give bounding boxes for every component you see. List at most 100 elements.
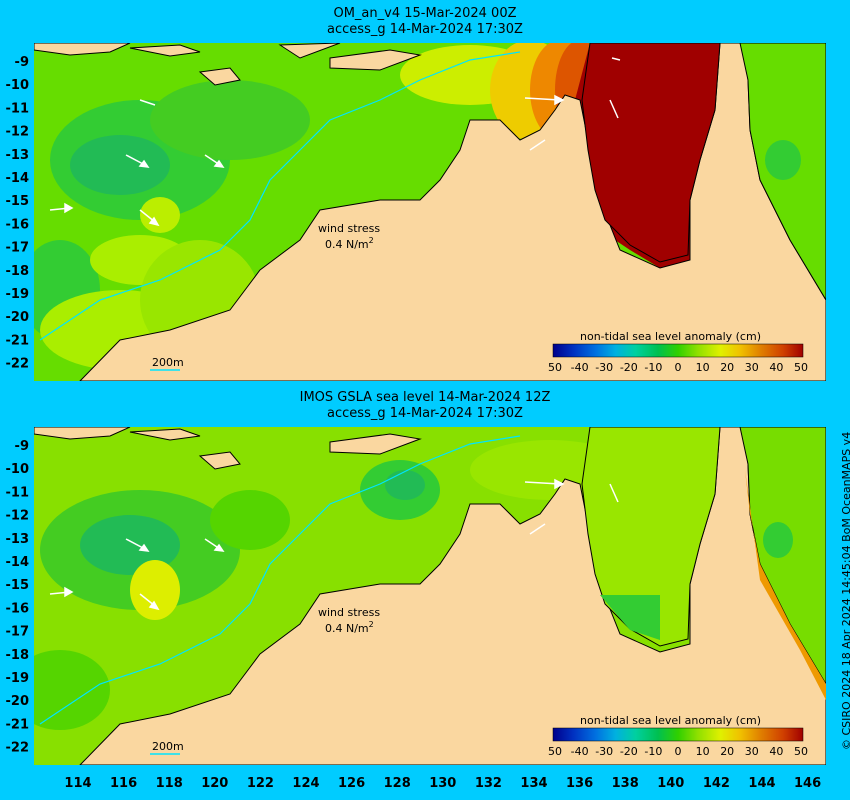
lon-tick-label: 116	[110, 776, 137, 791]
panel2-colorbar-ticks: 50 -40 -30 -20 -10 0 10 20 30 40 50	[548, 745, 808, 758]
lon-tick-label: 130	[429, 776, 456, 791]
panel1-colorbar-title: non-tidal sea level anomaly (cm)	[580, 330, 761, 343]
panel1-colorbar-ticks: 50 -40 -30 -20 -10 0 10 20 30 40 50	[548, 361, 808, 374]
wind-arrows	[49, 57, 621, 227]
lon-tick-label: 114	[64, 776, 91, 791]
lon-tick-label: 128	[384, 776, 411, 791]
lat-tick-label: -20	[6, 694, 30, 709]
lat-tick-label: -16	[6, 217, 30, 232]
land-island	[34, 427, 131, 440]
lat-tick-label: -20	[6, 310, 30, 325]
colorbar-tick-label: 50	[548, 361, 562, 374]
lat-tick-label: -11	[6, 101, 30, 116]
side-credit: © CSIRO 2024 18 Apr 2024 14:45:04 BoM Oc…	[840, 431, 850, 750]
land-island	[34, 43, 131, 56]
panel1-wind-value: 0.4 N/m2	[325, 236, 374, 251]
lat-tick-label: -21	[6, 717, 30, 732]
panel1-map	[34, 43, 826, 381]
lat-tick-label: -15	[6, 578, 30, 593]
colorbar-tick-label: -20	[620, 361, 638, 374]
colorbar-tick-label: 30	[745, 361, 759, 374]
colorbar-tick-label: 40	[769, 745, 783, 758]
lon-tick-label: 138	[612, 776, 639, 791]
lon-tick-label: 124	[292, 776, 319, 791]
panel2-isobath-label: 200m	[152, 740, 184, 753]
colorbar-tick-label: -10	[644, 745, 662, 758]
panel2-wind-value: 0.4 N/m2	[325, 620, 374, 635]
panel2-title: IMOS GSLA sea level 14-Mar-2024 12Z acce…	[0, 390, 850, 422]
lat-tick-label: -18	[6, 648, 30, 663]
panel1-title: OM_an_v4 15-Mar-2024 00Z access_g 14-Mar…	[0, 6, 850, 38]
colorbar-tick-label: 50	[548, 745, 562, 758]
colorbar-tick-label: -30	[595, 361, 613, 374]
colorbar-tick-label: 10	[696, 361, 710, 374]
isobath-200m	[39, 51, 521, 341]
lon-tick-label: 120	[201, 776, 228, 791]
lon-tick-label: 136	[566, 776, 593, 791]
gulf-of-carpentaria	[581, 43, 721, 263]
lon-tick-label: 146	[794, 776, 821, 791]
panel1-isobath-label: 200m	[152, 356, 184, 369]
lat-tick-label: -17	[6, 625, 30, 640]
lat-tick-label: -12	[6, 509, 30, 524]
panel2-colorbar-title: non-tidal sea level anomaly (cm)	[580, 714, 761, 727]
lat-tick-label: -19	[6, 671, 30, 686]
lat-tick-label: -9	[15, 439, 29, 454]
lat-tick-label: -10	[6, 78, 30, 93]
lat-tick-label: -10	[6, 462, 30, 477]
lat-tick-label: -14	[6, 555, 30, 570]
lat-tick-label: -17	[6, 241, 30, 256]
panel2-title-line2: access_g 14-Mar-2024 17:30Z	[327, 406, 523, 421]
panel2-lat-axis: -9 -10 -11 -12 -13 -14 -15 -16 -17 -18 -19 -20 -21 -2…	[6, 439, 30, 756]
lat-tick-label: -13	[6, 148, 30, 163]
lat-tick-label: -15	[6, 194, 30, 209]
lat-tick-label: -12	[6, 125, 30, 140]
panel2-wind-label: wind stress	[318, 606, 380, 619]
colorbar-tick-label: -40	[571, 361, 589, 374]
isobath-200m	[39, 435, 521, 725]
lon-tick-label: 122	[247, 776, 274, 791]
lat-tick-label: -9	[15, 55, 29, 70]
colorbar-tick-label: 20	[720, 361, 734, 374]
panel1-colorbar	[552, 343, 804, 358]
panel1-wind-label: wind stress	[318, 222, 380, 235]
lon-tick-label: 126	[338, 776, 365, 791]
lon-tick-label: 132	[475, 776, 502, 791]
lon-tick-label: 134	[520, 776, 547, 791]
panel2-map	[34, 427, 826, 765]
colorbar-tick-label: 30	[745, 745, 759, 758]
lat-tick-label: -19	[6, 287, 30, 302]
panel2-title-line1: IMOS GSLA sea level 14-Mar-2024 12Z	[299, 390, 551, 405]
colorbar-tick-label: 10	[696, 745, 710, 758]
lat-tick-label: -14	[6, 171, 30, 186]
panel1-lat-axis: -9 -10 -11 -12 -13 -14 -15 -16 -17 -18 -19 -20 -21 -2…	[6, 55, 30, 372]
colorbar-tick-label: 40	[769, 361, 783, 374]
lon-tick-label: 142	[703, 776, 730, 791]
lon-tick-label: 144	[748, 776, 775, 791]
colorbar-tick-label: 20	[720, 745, 734, 758]
panel1-title-line2: access_g 14-Mar-2024 17:30Z	[327, 22, 523, 37]
lat-tick-label: -16	[6, 601, 30, 616]
panel1-title-line1: OM_an_v4 15-Mar-2024 00Z	[333, 6, 517, 21]
colorbar-tick-label: 50	[794, 361, 808, 374]
colorbar-tick-label: -10	[644, 361, 662, 374]
colorbar-tick-label: 0	[675, 361, 682, 374]
lon-tick-label: 140	[657, 776, 684, 791]
gulf-of-carpentaria	[581, 427, 721, 647]
colorbar-tick-label: -30	[595, 745, 613, 758]
lat-tick-label: -11	[6, 485, 30, 500]
lat-tick-label: -22	[6, 741, 30, 756]
wind-arrows	[49, 478, 619, 611]
colorbar-tick-label: 0	[675, 745, 682, 758]
colorbar-tick-label: 50	[794, 745, 808, 758]
panel2-colorbar	[552, 727, 804, 742]
lon-tick-label: 118	[156, 776, 183, 791]
colorbar-tick-label: -20	[620, 745, 638, 758]
lat-tick-label: -22	[6, 357, 30, 372]
lat-tick-label: -13	[6, 532, 30, 547]
lon-axis: 114 116 118 120 122 124 126 128 130 132 134 136 138 1…	[64, 776, 821, 791]
lat-tick-label: -21	[6, 333, 30, 348]
lat-tick-label: -18	[6, 264, 30, 279]
colorbar-tick-label: -40	[571, 745, 589, 758]
